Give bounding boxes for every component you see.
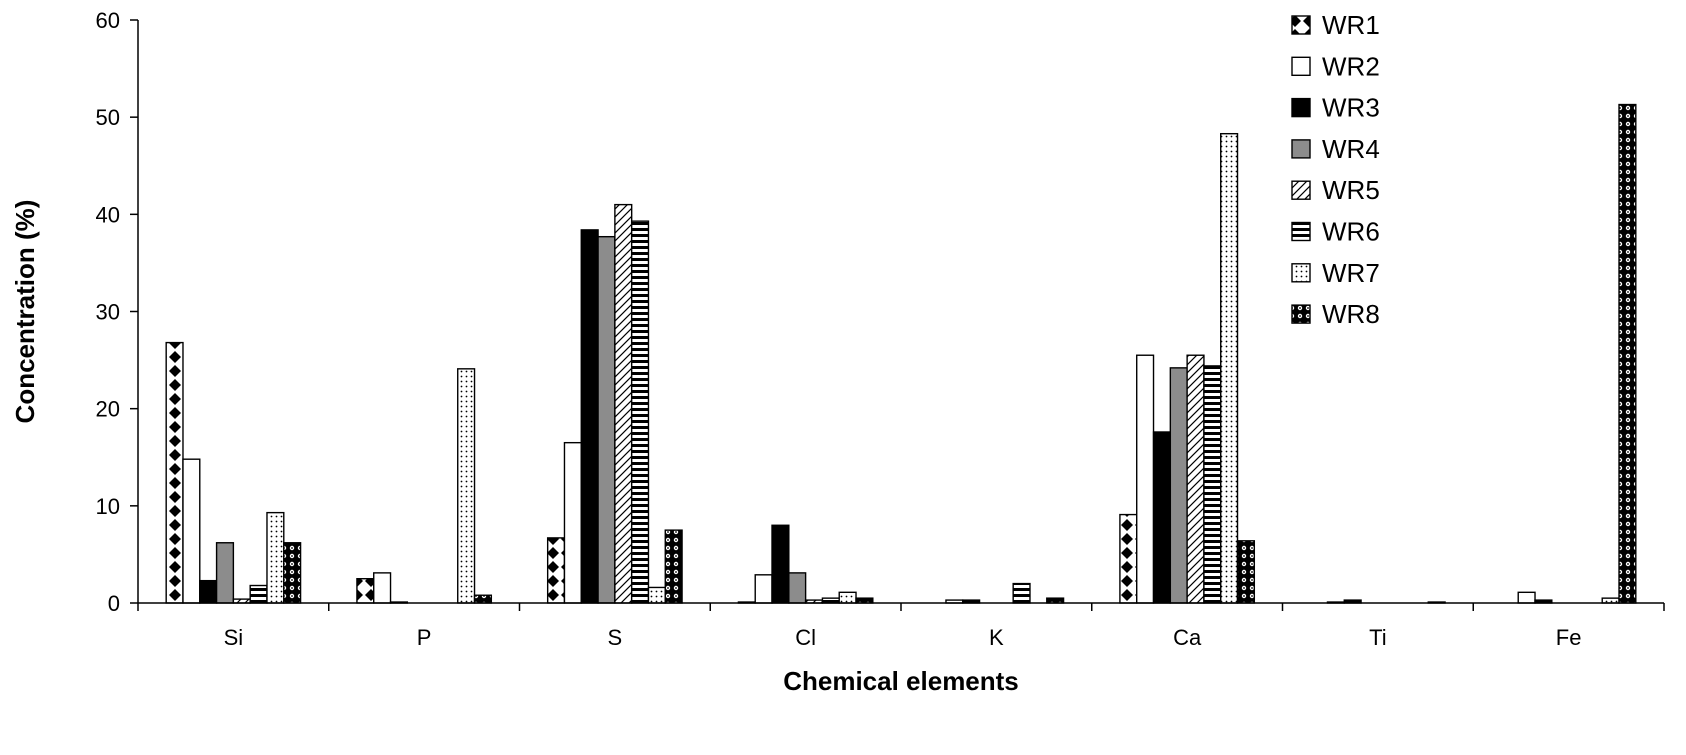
- x-tick-label: K: [989, 625, 1004, 650]
- bar-wr2-ca: [1136, 354, 1155, 604]
- bar-wr2-p: [373, 572, 392, 604]
- bar-wr5-s: [614, 203, 633, 604]
- bar-wr2-cl: [754, 574, 773, 604]
- legend-swatch-wr3: [1291, 97, 1311, 118]
- bars-group: [165, 103, 1637, 604]
- bar-wr8-si: [283, 542, 302, 604]
- legend: WR1 WR2 WR3 WR4 WR5 WR6 WR7 WR8: [1291, 10, 1380, 329]
- bar-wr1-si: [165, 341, 184, 604]
- legend-label: WR5: [1322, 175, 1380, 205]
- y-axis-title: Concentration (%): [10, 200, 40, 424]
- legend-swatch-wr1: [1291, 15, 1311, 35]
- bar-wr7-p: [457, 368, 476, 604]
- legend-swatch-wr6: [1291, 221, 1311, 242]
- y-tick-label: 0: [108, 591, 120, 616]
- legend-swatch-wr4: [1291, 139, 1311, 159]
- bar-wr3-s: [580, 229, 599, 604]
- legend-label: WR3: [1322, 93, 1380, 123]
- y-tick-label: 50: [96, 105, 120, 130]
- y-tick-label: 20: [96, 397, 120, 422]
- bar-wr4-s: [597, 235, 616, 604]
- bar-wr1-p: [356, 578, 375, 604]
- legend-swatch-wr2: [1291, 56, 1311, 76]
- bar-wr4-cl: [788, 572, 807, 604]
- x-tick-label: Fe: [1556, 625, 1582, 650]
- bar-wr4-si: [215, 542, 235, 604]
- legend-label: WR7: [1322, 258, 1380, 288]
- legend-swatch-wr5: [1291, 180, 1311, 200]
- bar-wr6-k: [1012, 582, 1031, 604]
- bar-wr1-s: [546, 537, 566, 604]
- y-tick-label: 10: [96, 494, 120, 519]
- legend-swatch-wr7: [1291, 263, 1311, 283]
- bar-wr6-si: [249, 584, 268, 604]
- legend-label: WR2: [1322, 51, 1380, 81]
- legend-swatch-wr8: [1291, 304, 1311, 324]
- bar-wr3-si: [199, 579, 218, 604]
- bar-wr8-s: [664, 529, 683, 604]
- x-axis-ticks: Si P S Cl K Ca Ti Fe: [137, 603, 1665, 650]
- axes: [137, 20, 1664, 604]
- bar-wr6-ca: [1203, 365, 1222, 604]
- x-tick-label: P: [417, 625, 432, 650]
- bar-wr2-fe: [1517, 591, 1536, 604]
- bar-wr8-ca: [1236, 540, 1256, 604]
- y-tick-label: 40: [96, 202, 120, 227]
- bar-wr7-si: [266, 511, 285, 604]
- x-tick-label: Cl: [795, 625, 816, 650]
- bar-wr8-fe: [1618, 103, 1637, 604]
- x-tick-label: Si: [224, 625, 244, 650]
- bar-wr5-ca: [1186, 354, 1205, 604]
- bar-wr7-s: [647, 586, 666, 604]
- bar-wr6-s: [630, 220, 650, 604]
- y-tick-label: 30: [96, 300, 120, 325]
- x-tick-label: Ca: [1173, 625, 1202, 650]
- legend-label: WR1: [1322, 10, 1380, 40]
- bar-wr1-ca: [1119, 513, 1138, 604]
- bar-wr2-si: [182, 458, 201, 604]
- x-tick-label: Ti: [1369, 625, 1387, 650]
- bar-wr2-s: [563, 441, 582, 604]
- bar-wr3-cl: [771, 524, 790, 604]
- x-tick-label: S: [608, 625, 623, 650]
- y-tick-label: 60: [96, 8, 120, 33]
- bar-wr7-cl: [838, 591, 857, 604]
- bar-wr4-ca: [1169, 367, 1188, 604]
- bar-wr7-ca: [1220, 132, 1239, 604]
- x-axis-title: Chemical elements: [783, 666, 1019, 696]
- y-axis-ticks: 0 10 20 30 40 50 60: [96, 8, 138, 616]
- bar-wr8-p: [473, 594, 493, 604]
- legend-label: WR6: [1322, 217, 1380, 247]
- legend-label: WR4: [1322, 134, 1380, 164]
- legend-label: WR8: [1322, 299, 1380, 329]
- bar-wr3-ca: [1152, 431, 1172, 604]
